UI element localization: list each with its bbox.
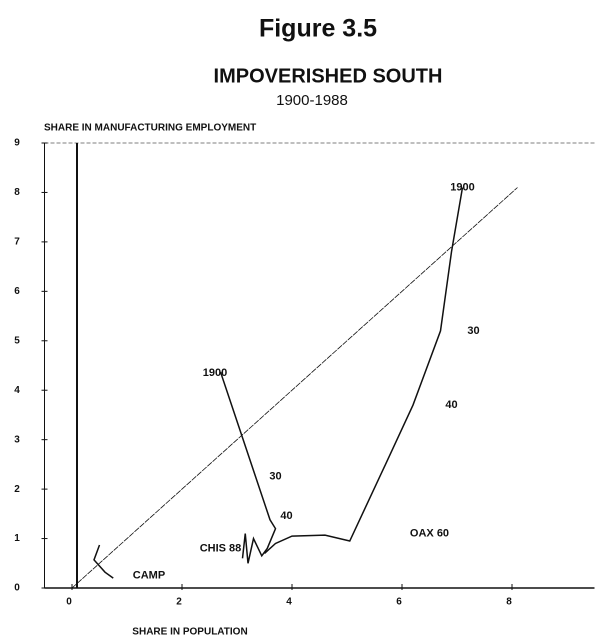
y-tick-label: 7 bbox=[14, 237, 20, 248]
series-line bbox=[71, 187, 518, 589]
annotation: CAMP bbox=[133, 570, 165, 582]
chart-title: Figure 3.5 bbox=[259, 15, 377, 43]
x-tick-label: 6 bbox=[396, 597, 402, 608]
annotation: 40 bbox=[445, 399, 457, 411]
annotation: OAX 60 bbox=[410, 528, 449, 540]
y-tick-label: 0 bbox=[14, 583, 20, 594]
y-tick-label: 6 bbox=[14, 286, 20, 297]
y-tick-label: 3 bbox=[14, 434, 20, 445]
y-tick-label: 1 bbox=[14, 533, 20, 544]
y-axis-label: SHARE IN MANUFACTURING EMPLOYMENT bbox=[44, 123, 256, 134]
chart-subtitle: IMPOVERISHED SOUTH bbox=[214, 65, 443, 87]
x-tick-label: 4 bbox=[286, 597, 292, 608]
period: 1900-1988 bbox=[276, 92, 348, 109]
y-tick-label: 4 bbox=[14, 385, 20, 396]
series-line bbox=[263, 187, 464, 554]
series-line bbox=[219, 371, 277, 564]
y-tick-label: 9 bbox=[14, 138, 20, 149]
annotation: CHIS 88 bbox=[200, 542, 242, 554]
annotation: 30 bbox=[467, 325, 479, 337]
x-tick-label: 8 bbox=[506, 597, 512, 608]
annotation: 30 bbox=[269, 471, 281, 483]
y-tick-label: 2 bbox=[14, 484, 20, 495]
x-tick-label: 2 bbox=[176, 597, 182, 608]
annotation: 1900 bbox=[450, 181, 474, 193]
annotation: 1900 bbox=[203, 367, 227, 379]
x-axis-label: SHARE IN POPULATION bbox=[132, 627, 247, 638]
annotation: 40 bbox=[280, 510, 292, 522]
y-tick-label: 8 bbox=[14, 187, 20, 198]
y-tick-label: 5 bbox=[14, 335, 20, 346]
series-line bbox=[93, 544, 114, 579]
x-tick-label: 0 bbox=[66, 597, 72, 608]
